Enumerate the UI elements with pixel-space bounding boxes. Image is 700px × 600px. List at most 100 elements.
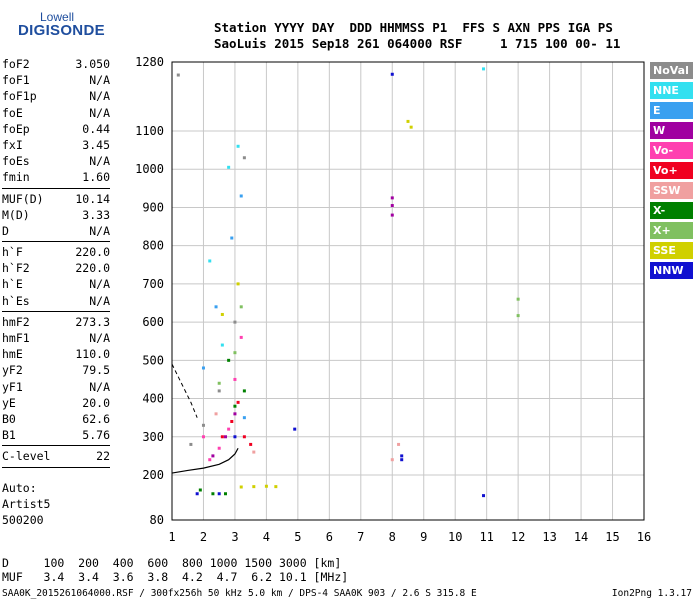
param-value: 273.3 [75,314,110,329]
param-row: fmin 1.60 [2,169,110,185]
y-tick-label: 400 [142,392,164,406]
data-point [482,67,486,71]
legend-vo-: Vo+ [650,162,693,179]
data-point [211,454,215,458]
data-point [217,492,221,496]
data-point [195,492,199,496]
profile-curve-dashed [171,363,198,418]
muf-row: MUF 3.4 3.4 3.6 3.8 4.2 4.7 6.2 10.1 [MH… [2,570,349,584]
plot-frame [171,61,645,521]
data-point [201,423,205,427]
legend-vo-: Vo- [650,142,693,159]
auto-line1: Auto: [2,481,37,495]
param-row: foEs N/A [2,153,110,169]
param-value: 220.0 [75,261,110,276]
legend-w: W [650,122,693,139]
param-name: yE [2,395,16,410]
data-point [223,435,227,439]
data-point [217,446,221,450]
param-value: 22 [96,449,110,464]
data-point [249,442,253,446]
data-point [220,435,224,439]
param-separator [2,310,110,312]
param-name: M(D) [2,207,30,222]
data-point [198,488,202,492]
param-value: 20.0 [82,395,110,410]
x-tick-label: 6 [326,530,333,544]
param-row: M(D) 3.33 [2,207,110,223]
legend-nne: NNE [650,82,693,99]
param-value: N/A [89,223,110,238]
data-point [236,282,240,286]
param-value: N/A [89,89,110,104]
data-point [242,389,246,393]
param-value: N/A [89,105,110,120]
param-name: yF1 [2,379,23,394]
x-tick-label: 8 [389,530,396,544]
param-value: 3.45 [82,137,110,152]
data-point [230,419,234,423]
software-version: Ion2Png 1.3.17 [611,588,692,599]
param-row: C-level 22 [2,448,110,464]
data-point [390,204,394,208]
data-point [390,213,394,217]
data-point [223,492,227,496]
data-point [242,416,246,420]
parameter-panel: foF2 3.050 foF1 N/A foF1p N/A foE N/A foEp 0.44 fx… [2,56,110,470]
param-name: foF1p [2,89,37,104]
x-tick-label: 11 [479,530,493,544]
data-point [390,196,394,200]
data-point [293,427,297,431]
data-point [214,305,218,309]
param-name: foF2 [2,57,30,71]
file-info-line: SAA0K_2015261064000.RSF / 300fx256h 50 k… [2,588,477,599]
data-point [239,335,243,339]
legend-ssw: SSW [650,182,693,199]
data-point [227,165,231,169]
param-name: hmE [2,347,23,362]
y-tick-label: 1280 [135,55,164,69]
x-tick-label: 12 [511,530,525,544]
data-point [220,312,224,316]
param-value: N/A [89,293,110,308]
y-tick-label: 600 [142,315,164,329]
param-separator [2,466,110,468]
x-tick-label: 15 [605,530,619,544]
param-name: yF2 [2,363,23,378]
data-point [236,144,240,148]
data-point [201,366,205,370]
y-tick-label: 700 [142,277,164,291]
x-tick-label: 3 [231,530,238,544]
data-point [233,412,237,416]
data-point [390,72,394,76]
param-row: hmF2 273.3 [2,314,110,330]
param-value: N/A [89,73,110,88]
param-name: foE [2,105,23,120]
data-point [189,442,193,446]
data-point [220,343,224,347]
legend-nnw: NNW [650,262,693,279]
data-point [397,442,401,446]
x-tick-label: 7 [357,530,364,544]
data-point [252,450,256,454]
param-row: MUF(D) 10.14 [2,191,110,207]
header-row1: Station YYYY DAY DDD HHMMSS P1 FFS S AXN… [214,20,613,35]
y-tick-label: 300 [142,430,164,444]
param-separator [2,241,110,243]
param-name: foEs [2,154,30,169]
data-point [274,485,278,489]
profile-curve [171,447,239,474]
data-point [264,484,268,488]
param-name: hmF2 [2,314,30,329]
param-value: 110.0 [75,347,110,362]
param-value: 79.5 [82,363,110,378]
data-point [233,351,237,355]
param-row: yF2 79.5 [2,362,110,378]
data-point [252,485,256,489]
param-name: fxI [2,137,23,152]
param-name: B0 [2,411,16,426]
data-point [236,400,240,404]
x-tick-label: 4 [263,530,270,544]
param-value: 0.44 [82,121,110,136]
data-point [211,492,215,496]
